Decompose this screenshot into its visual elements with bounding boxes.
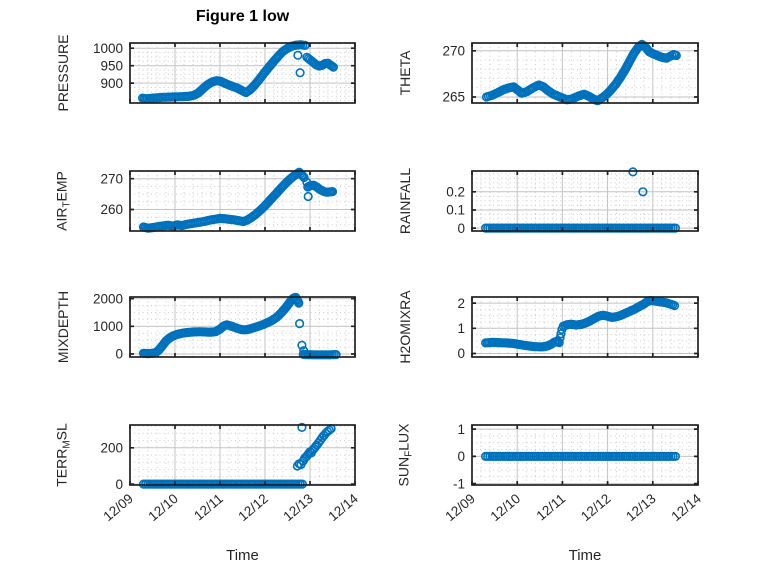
ylabel-h2omixra: H2OMIXRA [397, 290, 413, 364]
data-markers [481, 451, 681, 462]
ylabel-air-temp: AIRTEMP [53, 171, 73, 231]
svg-text:12/14: 12/14 [668, 491, 704, 525]
data-markers [481, 295, 680, 352]
outlier-markers [628, 167, 648, 197]
ylabel-mixdepth: MIXDEPTH [55, 290, 71, 364]
data-markers [138, 479, 308, 489]
svg-text:0.2: 0.2 [446, 185, 465, 200]
axes-box [471, 424, 699, 486]
axes-box [471, 42, 699, 104]
y-tick-labels: 0 1000 2000 [93, 291, 123, 361]
data-markers [481, 223, 681, 233]
svg-text:2000: 2000 [93, 291, 123, 306]
svg-text:12/12: 12/12 [578, 491, 614, 524]
subplot-theta: 265 270 [442, 39, 699, 106]
time-axis-label-right: Time [568, 547, 602, 564]
ylabel-terr-msl: TERRMSL [53, 423, 73, 487]
subplot-terr-msl: 0 200 12/09 12/10 12/11 12/12 12/13 12/14 [100, 422, 361, 525]
svg-text:12/11: 12/11 [191, 491, 226, 524]
svg-text:0: 0 [457, 449, 465, 464]
axes-box [471, 170, 699, 232]
outlier-markers [295, 319, 309, 356]
svg-text:270: 270 [442, 44, 465, 59]
svg-text:12/11: 12/11 [534, 491, 569, 524]
outlier-markers [293, 50, 305, 78]
axes-ticks [129, 297, 356, 357]
subplot-h2omixra: 0 1 2 [457, 295, 699, 361]
y-tick-labels: 0 200 [100, 441, 123, 492]
svg-text:0: 0 [457, 346, 465, 361]
svg-text:2: 2 [457, 296, 465, 311]
data-markers [138, 167, 338, 233]
svg-text:1000: 1000 [93, 319, 123, 334]
axes-box [471, 296, 699, 358]
minor-grid [130, 43, 355, 103]
axes-box [129, 424, 356, 486]
y-tick-labels: 0 1 2 [457, 296, 465, 361]
svg-text:200: 200 [100, 441, 123, 456]
x-tick-labels: 12/09 12/10 12/11 12/12 12/13 12/14 [442, 491, 704, 525]
axes-ticks [471, 425, 699, 485]
y-tick-labels: -1 0 1 [453, 422, 465, 492]
svg-text:900: 900 [100, 76, 123, 91]
svg-text:1: 1 [457, 422, 465, 437]
axes-ticks [129, 43, 356, 103]
svg-text:12/09: 12/09 [442, 491, 478, 524]
svg-text:0: 0 [115, 477, 123, 492]
svg-text:0.1: 0.1 [446, 203, 465, 218]
svg-text:260: 260 [100, 202, 123, 217]
y-tick-labels: 260 270 [100, 171, 123, 217]
axes-box [129, 42, 356, 104]
axes-ticks [129, 425, 356, 485]
svg-text:1: 1 [457, 321, 465, 336]
ylabel-theta: THETA [397, 50, 413, 96]
axes-box [129, 170, 356, 232]
x-tick-labels: 12/09 12/10 12/11 12/12 12/13 12/14 [100, 491, 361, 525]
y-tick-labels: 0 0.1 0.2 [446, 185, 465, 236]
svg-text:1000: 1000 [93, 41, 123, 56]
subplot-rainfall: 0 0.1 0.2 [446, 167, 699, 236]
y-tick-labels: 265 270 [442, 44, 465, 105]
svg-text:12/09: 12/09 [100, 491, 136, 524]
time-axis-label-left: Time [226, 547, 259, 564]
axes-ticks [471, 297, 699, 357]
svg-text:12/12: 12/12 [235, 491, 271, 524]
ylabel-pressure: PRESSURE [55, 34, 71, 112]
figure-title: Figure 1 low [195, 8, 290, 25]
axes-ticks [129, 171, 356, 231]
axes-ticks [471, 43, 699, 103]
subplot-mixdepth: 0 1000 2000 [93, 291, 356, 362]
svg-text:950: 950 [100, 58, 123, 73]
data-markers [138, 40, 339, 104]
data-markers [481, 39, 681, 106]
data-markers [138, 292, 341, 360]
svg-text:12/13: 12/13 [623, 491, 659, 524]
y-tick-labels: 900 950 1000 [93, 41, 123, 91]
outlier-markers [555, 324, 567, 343]
ylabel-sun-flux: SUNFLUX [395, 423, 415, 487]
major-grid [472, 297, 698, 357]
svg-text:12/13: 12/13 [280, 491, 316, 524]
major-grid [472, 43, 698, 103]
subplot-air-temp: 260 270 [100, 167, 356, 233]
svg-text:-1: -1 [453, 476, 465, 491]
subplot-sun-flux: -1 0 1 12/09 12/10 12/11 12/12 12/13 12/14 [442, 422, 704, 524]
minor-grid [472, 171, 698, 231]
svg-text:12/14: 12/14 [325, 491, 361, 525]
outlier-markers [302, 177, 313, 202]
outlier-markers [292, 422, 336, 471]
axes-ticks [471, 171, 699, 231]
svg-text:0: 0 [457, 221, 465, 236]
subplot-pressure: 900 950 1000 [93, 40, 356, 104]
svg-text:12/10: 12/10 [488, 491, 524, 524]
minor-grid [130, 170, 355, 231]
minor-grid [130, 425, 355, 485]
ylabel-rainfall: RAINFALL [397, 167, 413, 235]
svg-text:270: 270 [100, 171, 123, 186]
svg-text:265: 265 [442, 90, 465, 105]
svg-text:0: 0 [115, 347, 123, 362]
svg-text:12/10: 12/10 [145, 491, 181, 524]
